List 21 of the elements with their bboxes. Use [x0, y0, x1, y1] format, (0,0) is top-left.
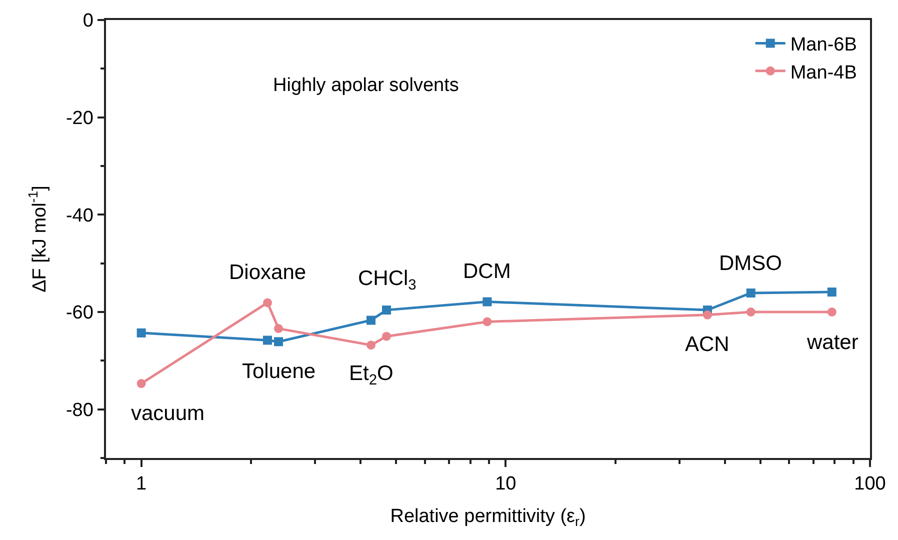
x-axis-title: Relative permittivity (ε$_{r}$)	[390, 506, 586, 529]
annotation: Et$_{2}$O	[349, 362, 394, 388]
annotation: vacuum	[131, 402, 205, 425]
annotation: water	[806, 331, 858, 354]
annotation: CHCl$_{3}$	[358, 267, 416, 294]
y-tick-label: -60	[66, 302, 94, 324]
y-tick-label: 0	[82, 10, 94, 32]
y-tick-label: -40	[66, 205, 94, 226]
annotation: DMSO	[719, 252, 782, 275]
annotation: DCM	[463, 260, 511, 283]
annotation: Dioxane	[229, 261, 306, 284]
annotation: ACN	[685, 333, 730, 356]
annotation: Highly apolar solvents	[273, 75, 459, 96]
x-tick-label: 1	[136, 474, 147, 495]
x-tick-label: 100	[854, 474, 886, 495]
annotation: Toluene	[242, 360, 316, 383]
x-tick-label: 10	[495, 474, 516, 495]
y-tick-label: -20	[66, 108, 94, 129]
y-tick-label: -80	[66, 400, 94, 421]
legend-label: Man-6B	[790, 34, 857, 56]
legend-label: Man-4B	[790, 62, 857, 84]
